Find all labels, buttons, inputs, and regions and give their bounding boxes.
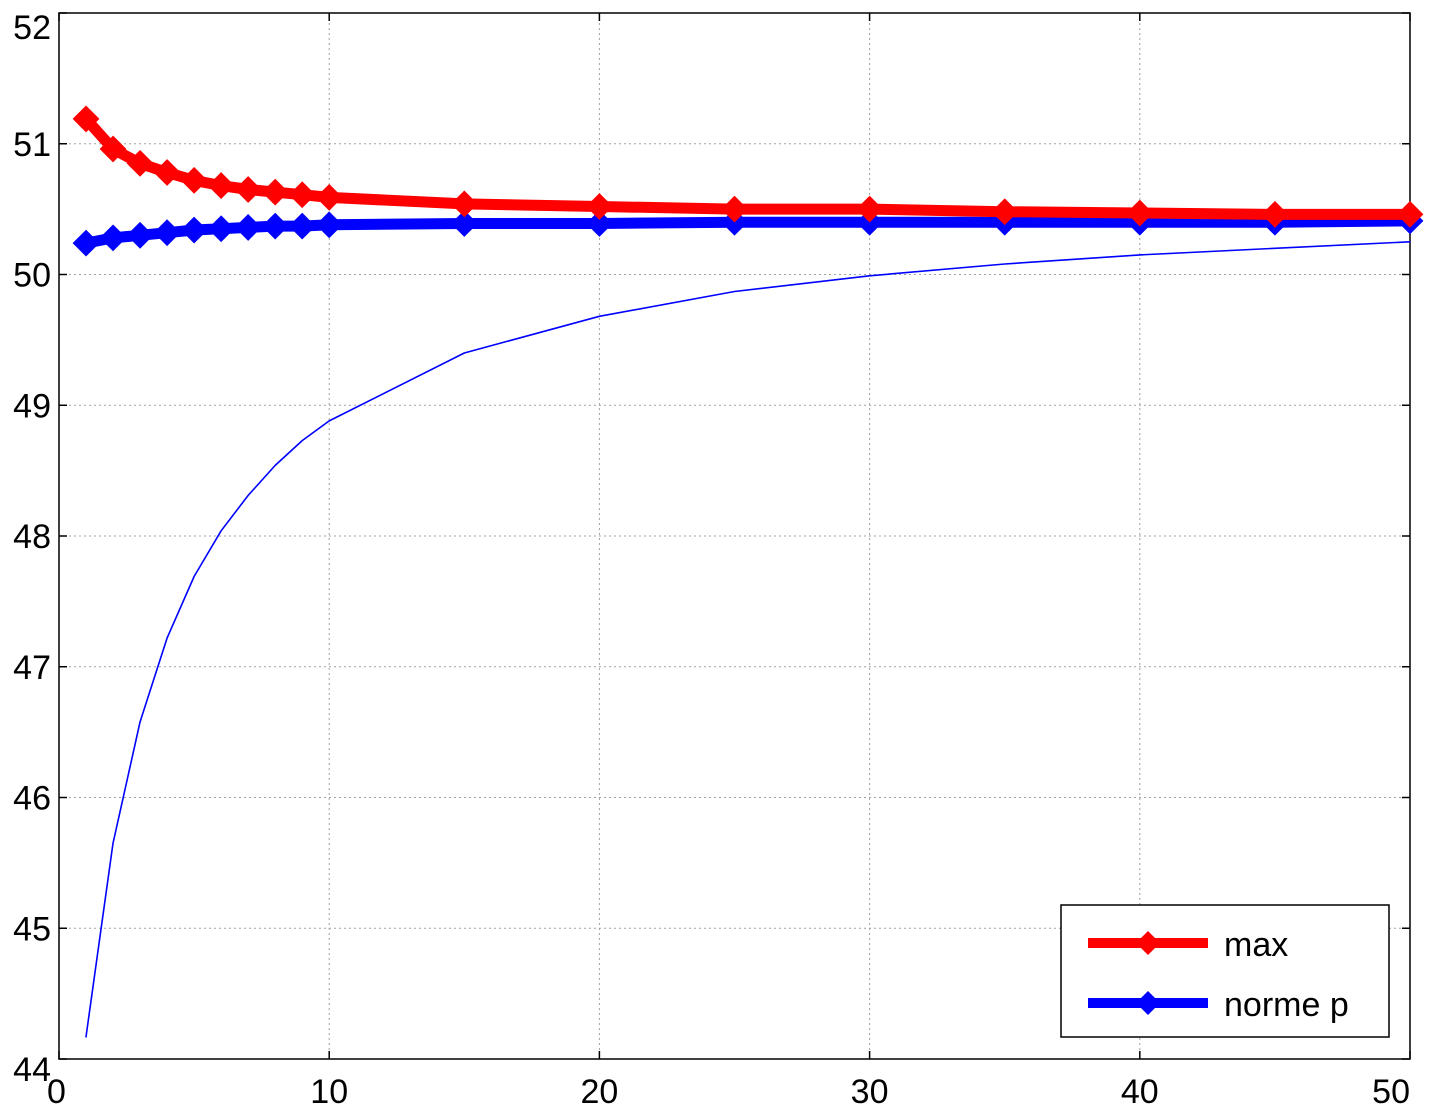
data-point-norme-p: [126, 221, 154, 249]
x-tick-label: 40: [1121, 1073, 1159, 1111]
grid: [59, 13, 1410, 1059]
data-point-norme-p: [207, 215, 235, 243]
data-point-max: [585, 193, 613, 220]
y-tick-label: 50: [13, 257, 51, 295]
data-point-norme-p: [288, 212, 316, 240]
data-point-max: [288, 181, 316, 209]
data-point-norme-p: [99, 224, 127, 252]
y-tick-label: 44: [13, 1051, 51, 1089]
y-tick-label: 45: [13, 910, 51, 948]
legend-label-max: max: [1224, 926, 1288, 964]
data-point-norme-p: [585, 210, 613, 237]
data-point-max: [99, 135, 127, 163]
data-point-norme-p: [315, 211, 343, 239]
y-tick-label: 52: [13, 9, 51, 47]
data-point-max: [315, 183, 343, 211]
data-point-max: [721, 195, 748, 223]
data-point-max: [207, 172, 235, 200]
data-point-max: [72, 105, 100, 133]
data-point-norme-p: [72, 229, 100, 257]
y-tick-label: 48: [13, 518, 51, 556]
y-tick-label: 46: [13, 780, 51, 818]
y-tick-label: 47: [13, 649, 51, 687]
legend-label-norme-p: norme p: [1224, 986, 1349, 1024]
legend-marker-norme-p: [1136, 991, 1160, 1015]
data-point-max: [1126, 199, 1154, 227]
series-line-max: [80, 113, 1416, 220]
data-point-max: [450, 190, 478, 218]
x-tick-label: 0: [47, 1073, 66, 1111]
data-point-max: [126, 149, 154, 177]
x-tick-label: 50: [1372, 1073, 1410, 1111]
series-unlabeled: [85, 241, 1411, 1038]
data-point-max: [180, 166, 208, 194]
legend-box: [1060, 904, 1390, 1038]
axis-ticks: 0 10 20 30 40 50 44 45 46 47 48 49 50 51 52: [13, 9, 1411, 1111]
data-point-max: [153, 159, 181, 186]
data-point-max: [1261, 200, 1289, 228]
series-layer: [72, 105, 1424, 1038]
data-point-norme-p: [261, 212, 289, 240]
legend-marker-max: [1136, 931, 1160, 955]
data-point-max: [234, 176, 262, 203]
legend: max norme p: [1060, 904, 1390, 1038]
y-tick-label: 51: [13, 126, 51, 164]
data-point-norme-p: [180, 216, 208, 244]
data-point-norme-p: [450, 210, 478, 237]
series-max: [72, 105, 1424, 228]
data-point-max: [261, 178, 289, 206]
series-line-unlabeled: [85, 241, 1411, 1038]
data-point-norme-p: [234, 214, 262, 241]
data-point-max: [1396, 200, 1424, 228]
y-tick-label: 49: [13, 387, 51, 425]
x-tick-label: 30: [851, 1073, 889, 1111]
data-point-max: [991, 198, 1019, 226]
x-tick-label: 10: [310, 1073, 348, 1111]
data-point-norme-p: [153, 219, 181, 247]
x-tick-label: 20: [580, 1073, 618, 1111]
data-point-max: [856, 195, 884, 223]
